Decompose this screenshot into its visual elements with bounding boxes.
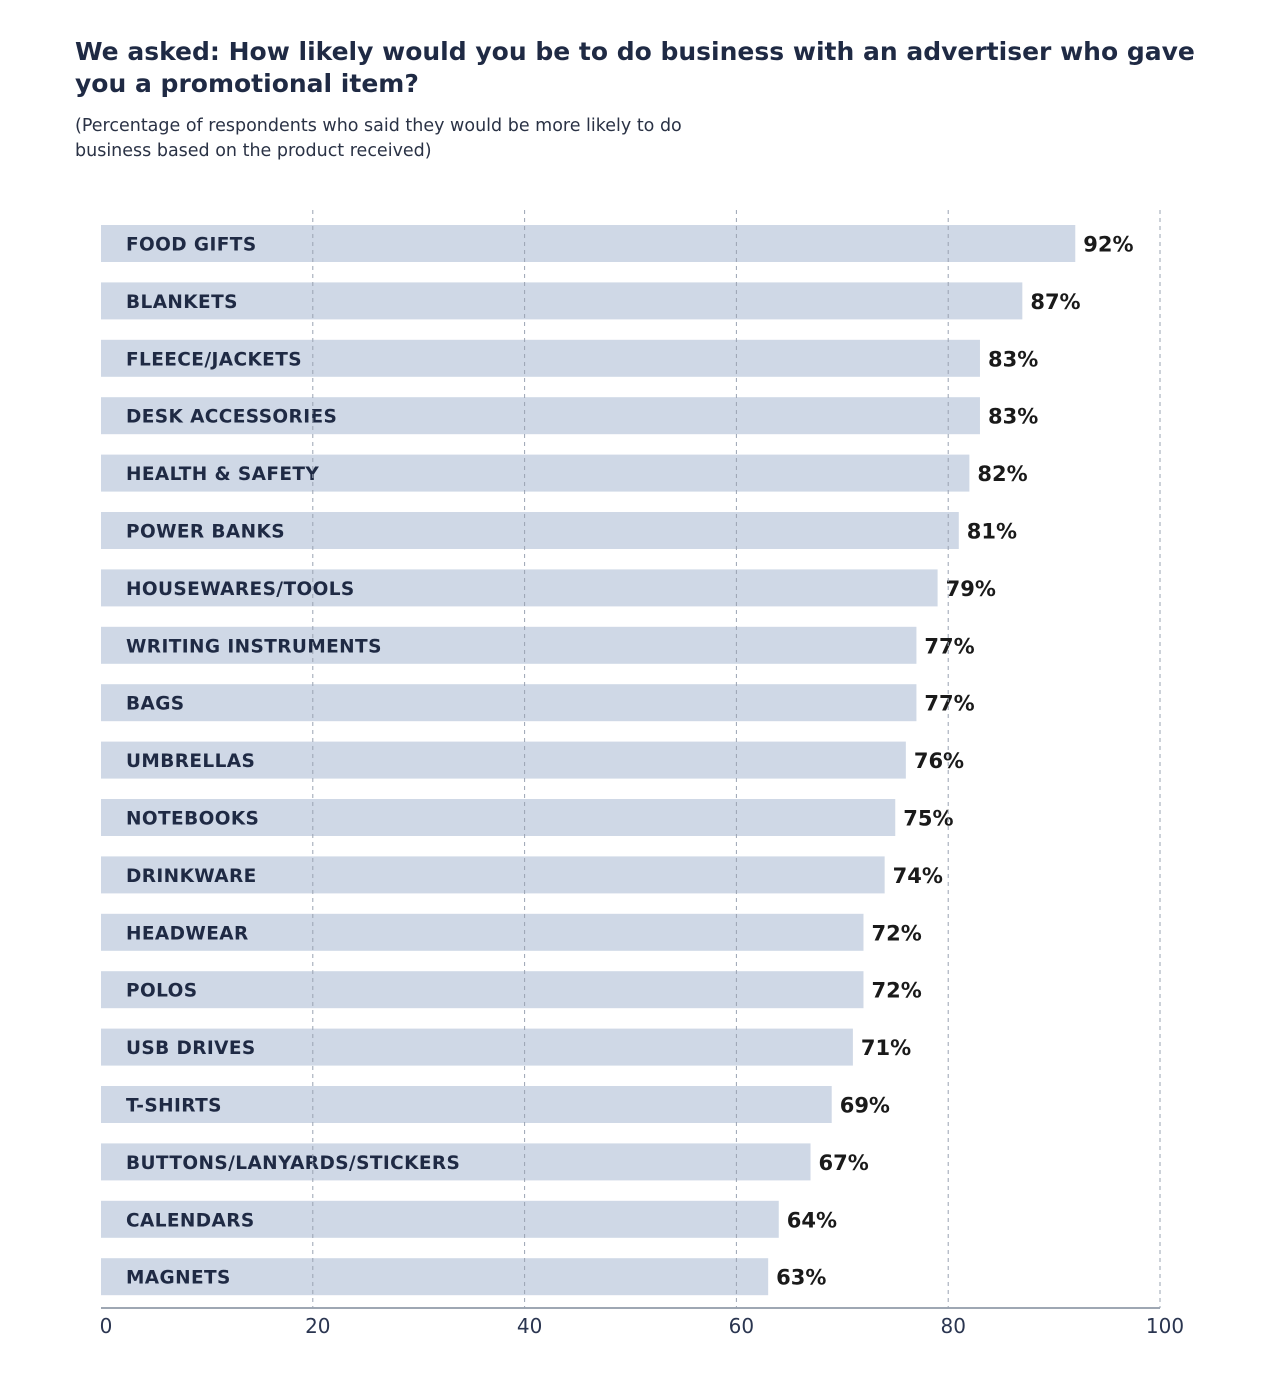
bar-group: HEADWEAR 72% (101, 913, 922, 951)
bar (101, 512, 959, 549)
bar (101, 1143, 811, 1181)
bar-group: POLOS 72% (101, 971, 922, 1009)
gridlines (312, 210, 1161, 1308)
bar-group: BAGS 77% (101, 684, 975, 722)
chart-title: We asked: How likely would you be to do … (75, 37, 1195, 98)
category-label: UMBRELLAS (126, 751, 255, 772)
bar-group: FLEECE/JACKETS 83% (101, 339, 1038, 377)
category-label: HEADWEAR (126, 923, 249, 944)
bars: FOOD GIFTS 92% BLANKETS 87% FLEECE/JACKETS 83… (101, 225, 1134, 1296)
x-tick-label: 80 (940, 1314, 965, 1338)
x-tick-label: 0 (100, 1314, 113, 1338)
bar (101, 397, 980, 435)
bar-group: DRINKWARE 74% (101, 856, 943, 894)
value-label: 75% (903, 807, 953, 831)
value-label: 69% (840, 1094, 890, 1118)
value-label: 92% (1083, 233, 1133, 257)
category-label: FLEECE/JACKETS (126, 349, 302, 370)
value-label: 83% (988, 347, 1038, 371)
bar-group: T-SHIRTS 69% (101, 1086, 890, 1123)
bar (101, 741, 906, 779)
value-label: 72% (871, 921, 921, 945)
category-label: T-SHIRTS (126, 1096, 222, 1117)
bar (101, 1258, 769, 1296)
bar-group: POWER BANKS 81% (101, 512, 1017, 549)
value-label: 83% (988, 405, 1038, 429)
bar-group: WRITING INSTRUMENTS 77% (101, 626, 975, 664)
bar (101, 684, 917, 722)
category-label: POLOS (126, 981, 197, 1002)
category-label: DRINKWARE (126, 866, 257, 887)
x-axis: 0 20 40 60 80 100 (100, 1307, 1184, 1338)
bar (101, 569, 938, 607)
value-label: 63% (776, 1266, 826, 1290)
bar-group: BUTTONS/LANYARDS/STICKERS 67% (101, 1143, 869, 1181)
category-label: FOOD GIFTS (126, 235, 257, 256)
value-label: 77% (924, 692, 974, 716)
bar (101, 454, 970, 492)
bar-group: BLANKETS 87% (101, 282, 1081, 320)
category-label: HOUSEWARES/TOOLS (126, 579, 355, 600)
category-label: BUTTONS/LANYARDS/STICKERS (126, 1153, 460, 1174)
bar (101, 626, 917, 664)
category-label: USB DRIVES (126, 1038, 256, 1059)
x-tick-label: 60 (729, 1314, 754, 1338)
category-label: WRITING INSTRUMENTS (126, 636, 382, 657)
bar (101, 282, 1023, 320)
bar-group: HOUSEWARES/TOOLS 79% (101, 569, 996, 607)
bar (101, 1086, 832, 1123)
value-label: 67% (819, 1151, 869, 1175)
category-label: NOTEBOOKS (126, 809, 259, 830)
bar-group: FOOD GIFTS 92% (101, 225, 1134, 262)
x-tick-label: 100 (1146, 1314, 1184, 1338)
bar-group: DESK ACCESSORIES 83% (101, 397, 1038, 435)
category-label: DESK ACCESSORIES (126, 407, 337, 428)
value-label: 79% (946, 577, 996, 601)
bar-group: CALENDARS 64% (101, 1200, 837, 1238)
x-tick-label: 40 (517, 1314, 542, 1338)
bar (101, 339, 980, 377)
bar-group: USB DRIVES 71% (101, 1028, 911, 1066)
bar (101, 1200, 779, 1238)
category-label: MAGNETS (126, 1268, 231, 1289)
value-label: 87% (1030, 290, 1080, 314)
category-label: BLANKETS (126, 292, 238, 313)
value-label: 72% (871, 979, 921, 1003)
x-tick-label: 20 (305, 1314, 330, 1338)
category-label: HEALTH & SAFETY (126, 464, 319, 485)
value-label: 82% (977, 462, 1027, 486)
value-label: 71% (861, 1036, 911, 1060)
chart-subtitle: (Percentage of respondents who said they… (75, 116, 682, 161)
bar (101, 856, 885, 894)
value-label: 74% (893, 864, 943, 888)
value-label: 64% (787, 1208, 837, 1232)
value-label: 81% (967, 520, 1017, 544)
bar-group: UMBRELLAS 76% (101, 741, 964, 779)
category-label: CALENDARS (126, 1210, 255, 1231)
bar-group: NOTEBOOKS 75% (101, 799, 954, 836)
value-label: 76% (914, 749, 964, 773)
bar (101, 799, 896, 836)
value-label: 77% (924, 634, 974, 658)
bar (101, 1028, 853, 1066)
bar-group: HEALTH & SAFETY 82% (101, 454, 1028, 492)
bar-group: MAGNETS 63% (101, 1258, 826, 1296)
category-label: POWER BANKS (126, 522, 285, 543)
bar (101, 971, 864, 1009)
category-label: BAGS (126, 694, 185, 715)
bar (101, 225, 1076, 262)
